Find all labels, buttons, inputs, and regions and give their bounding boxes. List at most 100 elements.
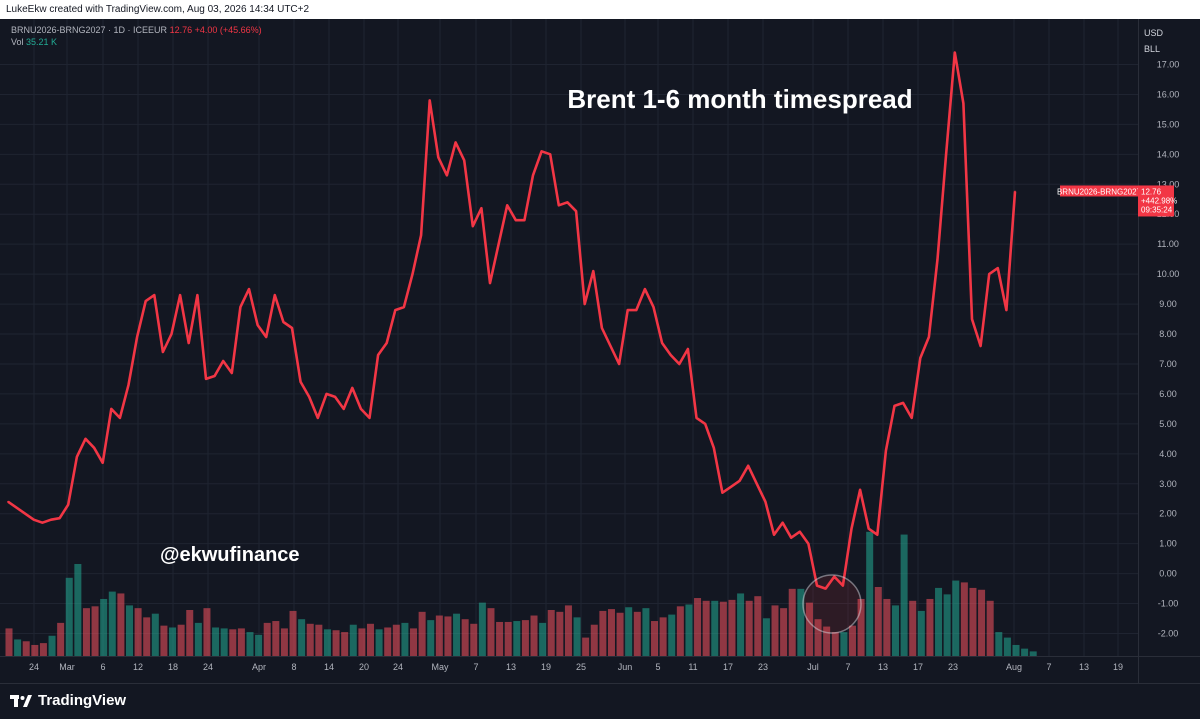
volume-bar bbox=[263, 622, 271, 656]
volume-bar bbox=[926, 598, 934, 656]
data-point bbox=[471, 225, 474, 228]
x-tick-label: Jul bbox=[807, 662, 819, 672]
volume-bar bbox=[435, 615, 443, 656]
volume-bar bbox=[513, 621, 521, 656]
x-tick-label: Jun bbox=[618, 662, 633, 672]
volume-bar bbox=[315, 624, 323, 656]
data-point bbox=[265, 336, 268, 338]
data-point bbox=[704, 423, 706, 425]
grid bbox=[0, 19, 1138, 656]
x-tick-label: 24 bbox=[203, 662, 213, 672]
data-point bbox=[867, 527, 870, 530]
volume-bar bbox=[478, 602, 486, 656]
data-point bbox=[635, 309, 638, 311]
x-tick-label: 8 bbox=[291, 662, 296, 672]
volume-bar bbox=[14, 639, 22, 656]
data-point bbox=[317, 417, 319, 419]
symbol-legend: BRNU2026-BRNG2027 · 1D · ICEEUR 12.76 +4… bbox=[11, 24, 262, 48]
data-point bbox=[136, 336, 138, 338]
data-point bbox=[119, 417, 121, 419]
x-tick-label: Apr bbox=[252, 662, 266, 672]
volume-bar bbox=[590, 624, 598, 656]
volume-bar bbox=[487, 608, 495, 656]
volume-bar bbox=[108, 591, 116, 656]
volume-bar bbox=[642, 608, 650, 656]
volume-bar bbox=[1021, 648, 1029, 656]
data-point bbox=[609, 345, 612, 347]
timespread-chart[interactable]: 17.0016.0015.0014.0013.0012.0011.0010.00… bbox=[0, 19, 1200, 683]
data-point bbox=[902, 402, 904, 404]
data-point bbox=[497, 243, 500, 245]
data-point bbox=[428, 99, 431, 102]
data-point bbox=[790, 536, 793, 539]
data-point bbox=[368, 417, 371, 419]
volume-bar bbox=[169, 627, 177, 656]
volume-bar bbox=[470, 623, 478, 656]
volume-bar bbox=[633, 611, 641, 656]
data-point bbox=[342, 408, 345, 410]
volume-bar bbox=[668, 614, 676, 656]
tradingview-logo[interactable]: TradingView bbox=[10, 692, 126, 709]
data-point bbox=[162, 351, 164, 353]
volume-bar bbox=[496, 621, 504, 656]
data-point bbox=[179, 294, 181, 296]
data-point bbox=[256, 324, 259, 326]
volume-bar bbox=[564, 605, 572, 656]
volume-bar bbox=[659, 617, 667, 656]
volume-bar bbox=[5, 628, 13, 656]
y-tick-label: -1.00 bbox=[1158, 599, 1179, 609]
x-tick-label: 23 bbox=[758, 662, 768, 672]
volume-bar bbox=[91, 606, 99, 656]
volume-bar bbox=[599, 610, 607, 656]
data-point bbox=[239, 306, 242, 308]
volume-bar bbox=[762, 618, 770, 656]
volume-bar bbox=[453, 613, 461, 656]
data-point bbox=[33, 518, 35, 521]
volume-bar bbox=[651, 621, 659, 656]
data-point bbox=[205, 378, 207, 380]
data-point bbox=[76, 456, 78, 458]
data-point bbox=[979, 345, 982, 347]
x-tick-label: 12 bbox=[133, 662, 143, 672]
volume-bar bbox=[719, 601, 727, 656]
price-tag-symbol-bg bbox=[1060, 185, 1138, 197]
volume-bar bbox=[203, 608, 211, 656]
data-point bbox=[919, 357, 922, 359]
currency-unit[interactable]: USD BLL bbox=[1144, 25, 1163, 57]
volume-bar bbox=[1029, 651, 1037, 656]
volume-bar bbox=[255, 634, 263, 656]
data-point bbox=[446, 174, 448, 177]
volume-bar bbox=[323, 629, 331, 656]
volume-bar bbox=[74, 564, 82, 656]
currency-label: USD bbox=[1144, 28, 1164, 38]
y-tick-label: 14.00 bbox=[1157, 149, 1180, 159]
data-point bbox=[50, 518, 52, 521]
volume-bar bbox=[65, 577, 73, 656]
spread-line bbox=[7, 51, 1017, 590]
volume-bar bbox=[831, 632, 839, 656]
legend-vol-label: Vol bbox=[11, 37, 24, 47]
data-point bbox=[583, 303, 586, 305]
data-point bbox=[833, 575, 836, 578]
volume-bars bbox=[5, 531, 1037, 656]
volume-bar bbox=[960, 582, 968, 656]
volume-bar bbox=[711, 600, 719, 656]
data-point bbox=[618, 363, 620, 365]
legend-change: +4.00 (+45.66%) bbox=[194, 25, 262, 35]
data-point bbox=[885, 450, 887, 452]
data-point bbox=[928, 336, 930, 338]
volume-bar bbox=[1003, 637, 1011, 656]
data-point bbox=[308, 396, 311, 398]
y-tick-label: 11.00 bbox=[1157, 239, 1179, 249]
legend-symbol[interactable]: BRNU2026-BRNG2027 · 1D · ICEEUR bbox=[11, 25, 168, 35]
volume-bar bbox=[969, 587, 977, 656]
data-point bbox=[274, 294, 276, 296]
data-point bbox=[463, 159, 465, 162]
data-point bbox=[558, 204, 560, 207]
chart-area[interactable]: 17.0016.0015.0014.0013.0012.0011.0010.00… bbox=[0, 19, 1200, 683]
data-point bbox=[730, 485, 732, 488]
data-point bbox=[248, 288, 250, 290]
volume-bar bbox=[521, 620, 529, 656]
data-point bbox=[144, 300, 147, 302]
volume-bar bbox=[909, 600, 917, 656]
